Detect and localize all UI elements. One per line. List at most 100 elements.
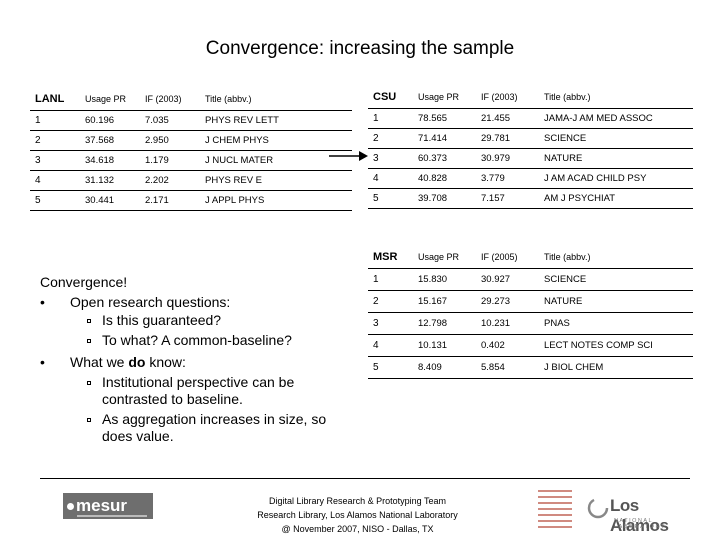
if-cell: 7.035 (140, 110, 200, 131)
mesur-tagline-bar (77, 515, 147, 517)
csu-table: CSU Usage PR IF (2003) Title (abbv.) 1 78… (368, 86, 693, 209)
rank-cell: 5 (368, 356, 413, 379)
if-cell: 2.171 (140, 190, 200, 211)
rank-cell: 2 (368, 290, 413, 313)
rank-cell: 5 (368, 188, 413, 209)
title-cell: PHYS REV E (200, 170, 352, 191)
rank-cell: 3 (30, 150, 80, 171)
square-bullet-icon (87, 319, 91, 323)
column-header: Usage PR (80, 88, 140, 111)
lanl-swirl-icon (587, 497, 609, 519)
footer-line-1: Digital Library Research & Prototyping T… (269, 496, 446, 506)
column-header: IF (2003) (476, 86, 539, 109)
rank-cell: 1 (368, 268, 413, 291)
rank-cell: 5 (30, 190, 80, 211)
if-cell: 7.157 (476, 188, 539, 209)
sub-bullet-item: As aggregation increases in size, so doe… (40, 411, 340, 445)
usage-cell: 15.830 (413, 268, 476, 291)
if-cell: 3.779 (476, 168, 539, 189)
square-bullet-icon (87, 381, 91, 385)
institution-label: LANL (30, 88, 80, 111)
column-header: Usage PR (413, 246, 476, 269)
bullet-text-pre: What we (70, 354, 129, 370)
usage-cell: 12.798 (413, 312, 476, 335)
los-alamos-logo: Los Alamos NATIONAL LABORATORY (538, 490, 698, 535)
table-row: 3 12.798 10.231 PNAS (368, 312, 693, 335)
usage-cell: 8.409 (413, 356, 476, 379)
usage-cell: 31.132 (80, 170, 140, 191)
bullet-dot-icon: • (40, 354, 45, 370)
msr-table: MSR Usage PR IF (2005) Title (abbv.) 1 15… (368, 246, 693, 379)
lanl-logo-sub: NATIONAL LABORATORY (614, 518, 666, 530)
bullet-text: Open research questions: (70, 294, 231, 310)
column-header: Title (abbv.) (539, 246, 693, 269)
usage-cell: 10.131 (413, 334, 476, 357)
bullet-item: • What we do know: (40, 352, 340, 372)
table-row: 1 15.830 30.927 SCIENCE (368, 268, 693, 291)
rank-cell: 3 (368, 148, 413, 169)
usage-cell: 37.568 (80, 130, 140, 151)
if-cell: 0.402 (476, 334, 539, 357)
usage-cell: 15.167 (413, 290, 476, 313)
title-cell: J BIOL CHEM (539, 356, 693, 379)
if-cell: 10.231 (476, 312, 539, 335)
usage-cell: 60.373 (413, 148, 476, 169)
table-row: 1 78.565 21.455 JAMA-J AM MED ASSOC (368, 108, 693, 129)
title-cell: J NUCL MATER (200, 150, 352, 171)
institution-label: MSR (368, 246, 413, 269)
usage-cell: 34.618 (80, 150, 140, 171)
sub-bullet-text: Institutional perspective can be contras… (102, 374, 295, 407)
rank-cell: 3 (368, 312, 413, 335)
table-row: 5 8.409 5.854 J BIOL CHEM (368, 356, 693, 379)
if-cell: 29.273 (476, 290, 539, 313)
sub-bullet-text: As aggregation increases in size, so doe… (102, 411, 327, 444)
footer-line-3: @ November 2007, NISO - Dallas, TX (281, 524, 434, 534)
stamp-graphic (538, 490, 572, 532)
if-cell: 2.202 (140, 170, 200, 191)
title-cell: NATURE (539, 148, 693, 169)
title-cell: PNAS (539, 312, 693, 335)
title-cell: SCIENCE (539, 128, 693, 149)
footer-line-2: Research Library, Los Alamos National La… (257, 510, 458, 520)
table-row: 2 37.568 2.950 J CHEM PHYS (30, 130, 352, 151)
usage-cell: 78.565 (413, 108, 476, 129)
if-cell: 5.854 (476, 356, 539, 379)
if-cell: 1.179 (140, 150, 200, 171)
bullet-dot-icon: • (40, 294, 45, 310)
table-row: 4 31.132 2.202 PHYS REV E (30, 170, 352, 191)
usage-cell: 71.414 (413, 128, 476, 149)
footer-text: Digital Library Research & Prototyping T… (230, 494, 485, 536)
usage-cell: 40.828 (413, 168, 476, 189)
table-row: 4 40.828 3.779 J AM ACAD CHILD PSY (368, 168, 693, 189)
column-header: Usage PR (413, 86, 476, 109)
table-row: 5 39.708 7.157 AM J PSYCHIAT (368, 188, 693, 209)
mesur-logo: mesur (63, 493, 153, 519)
table-header-row: LANL Usage PR IF (2003) Title (abbv.) (30, 88, 352, 111)
sub-bullet-text: To what? A common-baseline? (102, 332, 292, 348)
sub-bullet-item: To what? A common-baseline? (40, 332, 340, 349)
square-bullet-icon (87, 339, 91, 343)
sub-bullet-text: Is this guaranteed? (102, 312, 222, 328)
rank-cell: 2 (368, 128, 413, 149)
title-cell: J CHEM PHYS (200, 130, 352, 151)
table-row: 3 60.373 30.979 NATURE (368, 148, 693, 169)
column-header: IF (2005) (476, 246, 539, 269)
table-row: 4 10.131 0.402 LECT NOTES COMP SCI (368, 334, 693, 357)
title-cell: SCIENCE (539, 268, 693, 291)
title-cell: PHYS REV LETT (200, 110, 352, 131)
bullet-list: Convergence! • Open research questions: … (40, 272, 340, 448)
if-cell: 29.781 (476, 128, 539, 149)
bullet-heading: Convergence! (40, 274, 128, 290)
mesur-logo-text: mesur (76, 496, 128, 515)
if-cell: 2.950 (140, 130, 200, 151)
title-cell: J APPL PHYS (200, 190, 352, 211)
table-row: 5 30.441 2.171 J APPL PHYS (30, 190, 352, 211)
title-cell: J AM ACAD CHILD PSY (539, 168, 693, 189)
title-cell: AM J PSYCHIAT (539, 188, 693, 209)
table-row: 1 60.196 7.035 PHYS REV LETT (30, 110, 352, 131)
usage-cell: 60.196 (80, 110, 140, 131)
institution-label: CSU (368, 86, 413, 109)
usage-cell: 39.708 (413, 188, 476, 209)
column-header: IF (2003) (140, 88, 200, 111)
